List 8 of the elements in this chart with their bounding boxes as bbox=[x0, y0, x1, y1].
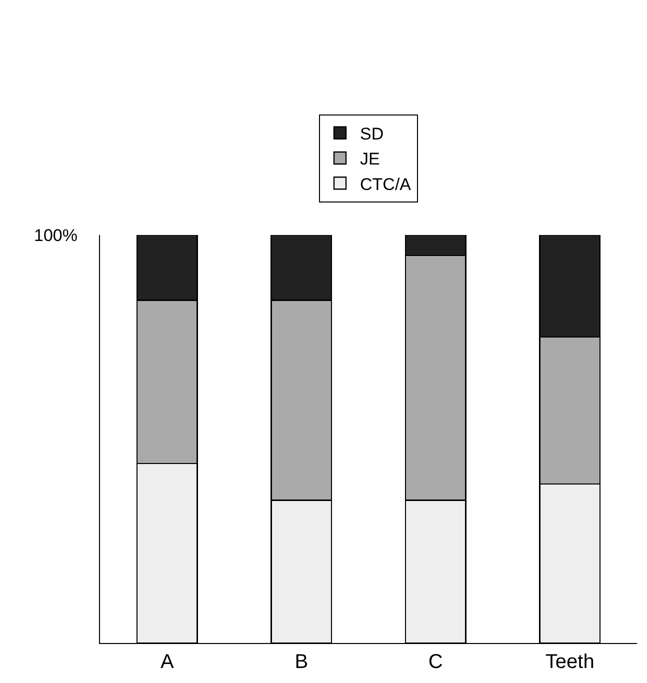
legend-label: JE bbox=[360, 150, 380, 169]
text: 100% bbox=[34, 226, 78, 245]
x-tick-label: Teeth bbox=[545, 651, 594, 673]
x-tick-label: A bbox=[160, 651, 174, 673]
x-tick-label: C bbox=[428, 651, 443, 673]
x-tick-label: B bbox=[294, 651, 308, 673]
legend-label: SD bbox=[360, 124, 384, 144]
legend-label: CTC/A bbox=[360, 174, 412, 194]
